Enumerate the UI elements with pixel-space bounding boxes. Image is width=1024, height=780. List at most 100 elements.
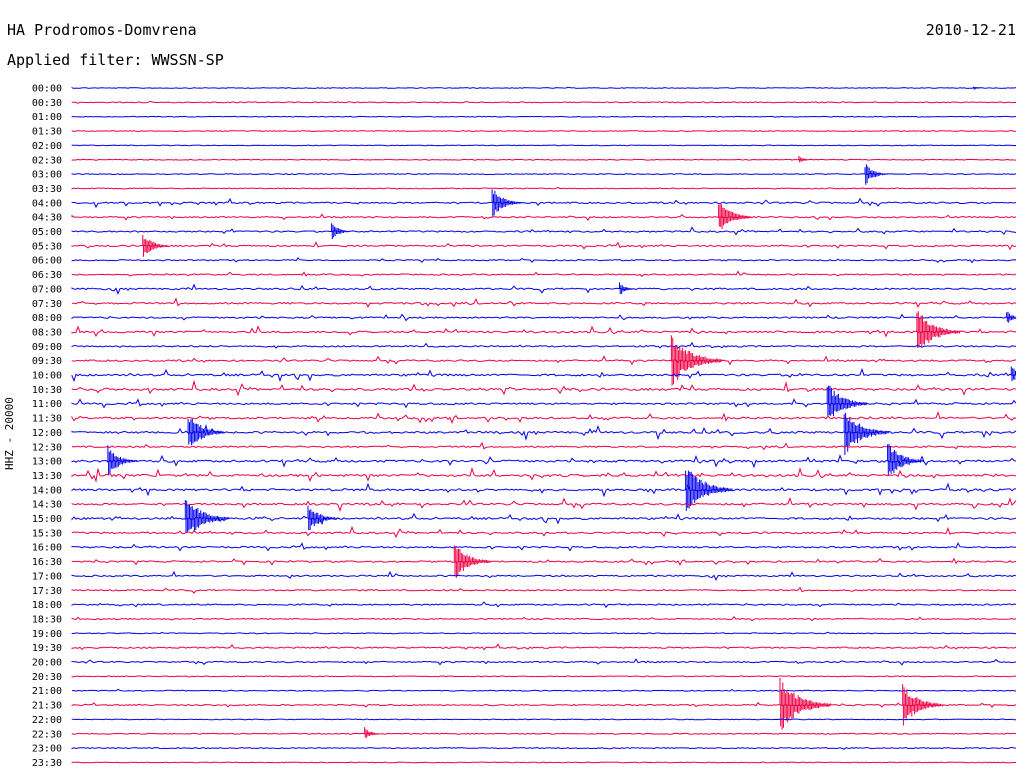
seismic-trace-line — [71, 631, 1016, 635]
time-tick-label: 17:30 — [32, 586, 62, 597]
time-tick-label: 16:30 — [32, 557, 62, 568]
seismic-trace-line — [71, 761, 1016, 764]
time-tick-label: 06:30 — [32, 270, 62, 281]
time-tick-label: 13:30 — [32, 471, 62, 482]
seismic-trace-line — [71, 282, 1017, 295]
seismic-trace-line — [71, 100, 1016, 104]
time-tick-label: 18:30 — [32, 614, 62, 625]
seismic-trace-line — [71, 223, 1017, 240]
time-tick-label: 04:00 — [32, 198, 62, 209]
time-tick-label: 17:00 — [32, 571, 62, 582]
seismic-trace-line — [71, 311, 1017, 349]
seismic-trace-line — [71, 115, 1017, 118]
seismic-trace-line — [71, 189, 1017, 217]
seismic-trace-line — [71, 658, 1017, 666]
time-tick-label: 03:30 — [32, 184, 62, 195]
seismic-trace-line — [71, 570, 1017, 581]
time-tick-label: 08:30 — [32, 327, 62, 338]
seismic-trace-line — [71, 366, 1017, 383]
seismic-trace-line — [71, 746, 1017, 750]
time-tick-label: 19:00 — [32, 629, 62, 640]
seismic-trace-line — [71, 379, 1017, 397]
seismic-trace-line — [71, 257, 1017, 264]
time-tick-label: 14:00 — [32, 485, 62, 496]
time-tick-label: 02:00 — [32, 141, 62, 152]
seismic-trace-line — [71, 496, 1017, 513]
seismic-trace-line — [71, 643, 1017, 651]
seismic-trace-line — [71, 410, 1017, 424]
seismic-trace-line — [71, 130, 1017, 132]
time-tick-label: 23:30 — [32, 758, 62, 769]
seismic-trace-line — [71, 203, 1017, 229]
time-tick-label: 15:30 — [32, 528, 62, 539]
time-tick-label: 12:30 — [32, 442, 62, 453]
time-tick-label: 09:00 — [32, 342, 62, 353]
seismic-trace-line — [71, 525, 1017, 539]
seismic-trace-line — [71, 441, 1017, 451]
seismic-trace-line — [71, 586, 1017, 594]
seismic-trace-line — [72, 297, 1017, 309]
time-tick-label: 03:00 — [32, 170, 62, 181]
time-tick-label: 09:30 — [32, 356, 62, 367]
seismic-trace-line — [71, 186, 1017, 190]
time-tick-label: 11:30 — [32, 414, 62, 425]
seismic-trace-line — [71, 385, 1017, 417]
seismic-trace-line — [71, 270, 1017, 278]
time-tick-label: 05:00 — [32, 227, 62, 238]
time-tick-label: 21:00 — [32, 686, 62, 697]
seismic-trace-line — [71, 235, 1017, 257]
time-tick-label: 22:30 — [32, 729, 62, 740]
time-tick-label: 00:30 — [32, 98, 62, 109]
seismic-trace-line — [71, 601, 1017, 609]
time-tick-label: 19:30 — [32, 643, 62, 654]
time-tick-label: 21:30 — [32, 701, 62, 712]
seismic-trace-line — [71, 466, 1017, 483]
time-tick-label: 10:30 — [32, 385, 62, 396]
seismic-trace-line — [71, 542, 1017, 552]
time-tick-label: 23:00 — [32, 744, 62, 755]
seismic-trace-line — [71, 444, 1017, 476]
time-tick-label: 12:00 — [32, 428, 62, 439]
seismic-trace-line — [71, 677, 1017, 730]
time-tick-label: 18:00 — [32, 600, 62, 611]
seismic-trace-line — [71, 86, 1017, 90]
seismic-trace-line — [71, 311, 1017, 323]
seismic-trace-line — [71, 156, 1017, 163]
time-tick-label: 00:00 — [32, 84, 62, 95]
time-tick-label: 04:30 — [32, 213, 62, 224]
seismic-trace-line — [71, 545, 1017, 578]
time-tick-label: 01:00 — [32, 112, 62, 123]
seismic-trace-line — [71, 688, 1017, 692]
filter-subtitle: Applied filter: WWSSN-SP — [7, 51, 224, 69]
seismic-trace-line — [71, 164, 1017, 185]
time-tick-label: 08:00 — [32, 313, 62, 324]
seismic-trace-line — [71, 615, 1017, 622]
station-title: HA Prodromos-Domvrena — [7, 21, 197, 39]
time-tick-label: 14:30 — [32, 500, 62, 511]
time-tick-label: 20:00 — [32, 658, 62, 669]
seismic-trace-line — [71, 675, 1017, 678]
seismic-trace-line — [71, 500, 1017, 533]
seismic-trace-line — [71, 470, 1017, 511]
seismic-trace-line — [71, 412, 1017, 455]
time-tick-label: 15:00 — [32, 514, 62, 525]
seismic-trace-line — [71, 727, 1017, 738]
time-tick-label: 20:30 — [32, 672, 62, 683]
time-tick-label: 13:00 — [32, 457, 62, 468]
seismic-trace-line — [71, 335, 1017, 386]
record-date: 2010-12-21 — [925, 21, 1016, 39]
time-tick-label: 07:00 — [32, 284, 62, 295]
time-tick-label: 05:30 — [32, 241, 62, 252]
seismic-trace-line — [71, 718, 1016, 721]
seismic-trace-line — [71, 341, 1016, 349]
time-tick-label: 07:30 — [32, 299, 62, 310]
time-tick-label: 01:30 — [32, 127, 62, 138]
time-tick-label: 06:00 — [32, 256, 62, 267]
time-tick-label: 10:00 — [32, 371, 62, 382]
seismic-trace-line — [71, 144, 1017, 147]
time-tick-label: 02:30 — [32, 155, 62, 166]
time-tick-label: 16:00 — [32, 543, 62, 554]
time-tick-label: 22:00 — [32, 715, 62, 726]
time-tick-label: 11:00 — [32, 399, 62, 410]
